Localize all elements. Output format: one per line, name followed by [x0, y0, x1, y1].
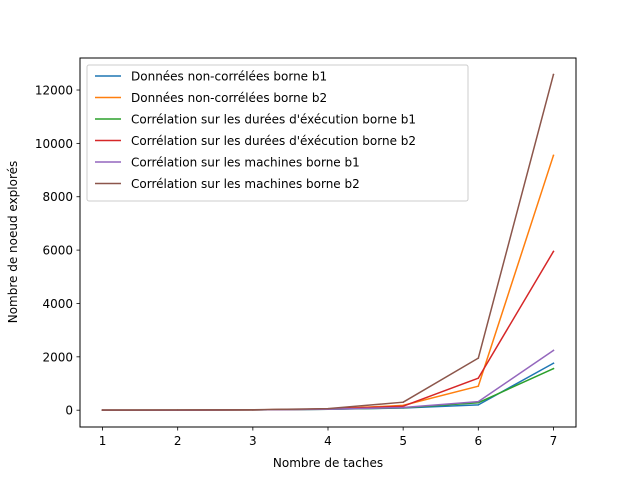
data-point-4-4: [402, 406, 404, 409]
data-point-0-6: [552, 362, 555, 364]
legend-label-5: Corrélation sur les machines borne b2: [131, 177, 360, 191]
data-point-5-6: [552, 73, 555, 76]
data-point-1-5: [477, 385, 480, 387]
x-axis: 1 2 3 4 5 6 7: [99, 427, 558, 448]
legend-label-0: Données non-corrélées borne b1: [131, 70, 327, 84]
x-tick-label: 5: [399, 434, 407, 448]
data-point-0-5: [477, 404, 480, 406]
data-point-1-6: [552, 154, 555, 157]
data-point-5-0: [101, 409, 104, 411]
data-point-2-6: [552, 367, 555, 370]
series-4: [101, 349, 555, 411]
series-line-0: [101, 362, 555, 411]
y-tick-label: 2000: [42, 350, 73, 364]
y-tick-label: 8000: [42, 190, 73, 204]
data-point-5-1: [176, 409, 179, 411]
series-3: [101, 250, 555, 411]
data-point-5-5: [477, 357, 480, 359]
series-5: [101, 73, 555, 411]
x-tick-label: 2: [174, 434, 182, 448]
x-axis-label: Nombre de taches: [273, 456, 383, 470]
y-tick-label: 0: [65, 404, 73, 418]
data-point-5-3: [327, 407, 329, 410]
data-point-3-4: [402, 405, 404, 407]
series-2: [101, 367, 555, 411]
y-tick-label: 6000: [42, 244, 73, 258]
series-line-2: [101, 367, 555, 411]
x-tick-label: 1: [99, 434, 107, 448]
x-tick-label: 6: [474, 434, 482, 448]
series-layer: [101, 73, 555, 411]
series-0: [101, 362, 555, 411]
legend-label-4: Corrélation sur les machines borne b1: [131, 156, 360, 170]
legend-label-1: Données non-corrélées borne b2: [131, 91, 327, 105]
data-point-5-2: [252, 409, 254, 411]
y-axis: 0 2000 4000 6000 8000 10000 12000: [35, 84, 80, 418]
x-tick-label: 3: [249, 434, 257, 448]
legend-label-2: Corrélation sur les durées d'éxécution b…: [131, 113, 416, 127]
data-point-5-4: [402, 401, 404, 403]
y-tick-label: 10000: [35, 137, 73, 151]
legend-label-3: Corrélation sur les durées d'éxécution b…: [131, 134, 416, 148]
data-point-4-6: [552, 349, 555, 352]
x-tick-label: 4: [324, 434, 332, 448]
data-point-3-5: [477, 377, 480, 379]
y-tick-label: 12000: [35, 84, 73, 98]
y-axis-label: Nombre de noeud explorés: [6, 161, 20, 324]
legend-box: [86, 64, 469, 202]
legend: Données non-corrélées borne b1 Données no…: [86, 64, 469, 202]
data-point-4-5: [477, 400, 480, 403]
x-tick-label: 7: [550, 434, 558, 448]
data-point-3-6: [552, 250, 555, 253]
y-tick-label: 4000: [42, 297, 73, 311]
